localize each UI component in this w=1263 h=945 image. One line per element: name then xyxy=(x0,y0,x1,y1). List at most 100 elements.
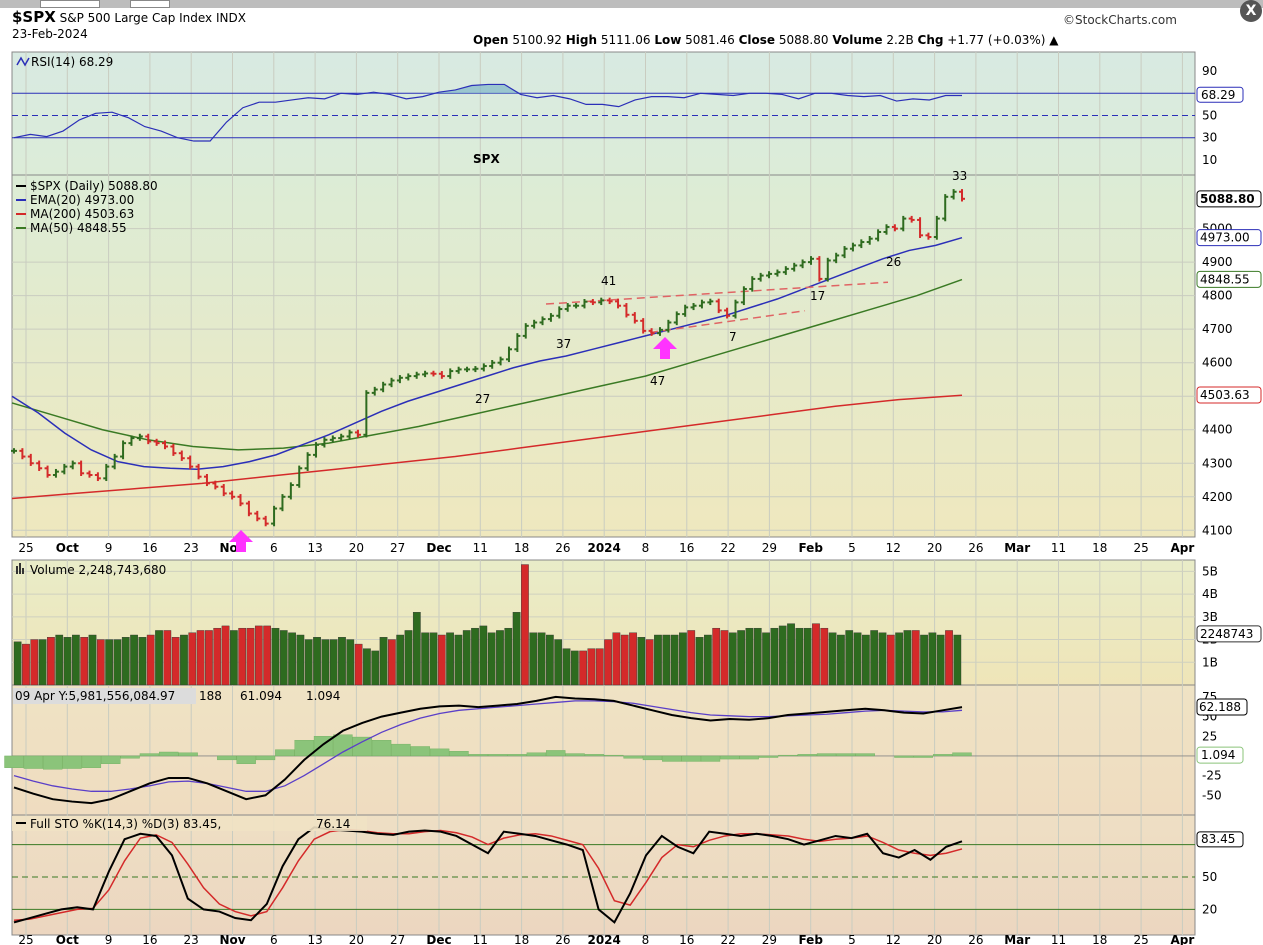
macd-histogram-bar xyxy=(604,754,624,757)
up-arrow-icon xyxy=(229,530,253,552)
macd-histogram-bar xyxy=(371,740,392,757)
exchange: INDX xyxy=(216,11,246,25)
price-bar xyxy=(623,303,630,318)
x-tick-label: 20 xyxy=(927,933,942,945)
macd-histogram-bar xyxy=(836,753,856,757)
price-tag: 4503.63 xyxy=(1200,388,1250,402)
x-tick-label: 16 xyxy=(679,933,694,945)
price-bar xyxy=(329,435,336,443)
volume-bar xyxy=(554,639,563,686)
x-tick-label: 27 xyxy=(390,933,405,945)
price-y-tick: 4800 xyxy=(1202,289,1233,303)
sto-k-tag: 83.45 xyxy=(1201,832,1235,846)
volume-bar xyxy=(512,612,521,686)
price-bar xyxy=(656,327,663,336)
volume-bar xyxy=(878,632,887,686)
price-bar xyxy=(455,366,462,374)
price-bar xyxy=(740,286,747,306)
volume-bar xyxy=(687,630,696,686)
volume-bar xyxy=(80,637,89,686)
volume-bar xyxy=(728,632,737,686)
x-tick-label: 6 xyxy=(270,541,278,555)
volume-bar xyxy=(304,639,313,686)
volume-bar xyxy=(196,630,205,686)
volume-bar xyxy=(47,637,55,686)
price-bar xyxy=(27,453,34,466)
volume-bar xyxy=(637,637,646,686)
macd-histogram-bar xyxy=(700,755,721,762)
price-bar xyxy=(36,460,43,471)
x-tick-label: 25 xyxy=(1133,541,1148,555)
x-tick-label: 5 xyxy=(848,933,856,945)
x-tick-label: 9 xyxy=(105,933,113,945)
volume-bar xyxy=(770,627,779,686)
macd-histogram-bar xyxy=(526,752,547,757)
x-tick-label: 12 xyxy=(886,933,901,945)
volume-bar xyxy=(704,634,712,686)
price-bar xyxy=(891,224,898,232)
price-bar xyxy=(380,381,387,393)
x-tick-label: 9 xyxy=(105,541,113,555)
price-bar xyxy=(170,443,177,456)
price-bar xyxy=(564,303,571,312)
price-tag: 4973.00 xyxy=(1200,231,1250,245)
chg-value: +1.77 (+0.03%) xyxy=(947,33,1046,47)
price-bar xyxy=(648,328,655,336)
macd-histogram-bar xyxy=(913,755,933,758)
price-bar xyxy=(44,465,51,478)
volume-bar xyxy=(138,637,147,686)
price-annotation: 41 xyxy=(601,274,616,288)
volume-bar xyxy=(862,634,870,686)
macd-histogram-bar xyxy=(739,755,759,760)
price-annotation: 27 xyxy=(475,392,490,406)
volume-bar xyxy=(454,634,463,686)
price-bar xyxy=(791,262,798,272)
high-value: 5111.06 xyxy=(600,33,651,47)
price-bar xyxy=(354,429,361,438)
macd-tag-box xyxy=(1196,698,1248,716)
macd-histogram-bar xyxy=(797,754,817,757)
price-tag-box xyxy=(1196,190,1262,208)
tab[interactable] xyxy=(130,0,170,8)
price-bar xyxy=(430,370,437,377)
price-bar xyxy=(858,239,865,249)
x-tick-label: 26 xyxy=(555,541,570,555)
price-bar xyxy=(665,319,672,333)
x-tick-label: 18 xyxy=(514,541,529,555)
volume-bar xyxy=(22,643,30,686)
macd-histogram-bar xyxy=(178,752,198,757)
x-tick-label: Oct xyxy=(56,933,79,945)
macd-histogram-bar xyxy=(855,753,875,757)
sto-k-tag-box xyxy=(1196,831,1244,848)
price-bar xyxy=(690,303,697,311)
price-bar xyxy=(908,215,915,223)
volume-legend: Volume 2,248,743,680 xyxy=(30,563,166,577)
volume-bar xyxy=(620,634,629,686)
volume-bar xyxy=(737,630,745,686)
macd-legend-hist: 1.094 xyxy=(306,689,340,703)
x-tick-label: 18 xyxy=(1092,541,1107,555)
x-tick-label: 11 xyxy=(1051,541,1066,555)
sto-y-tick: 50 xyxy=(1202,870,1217,884)
volume-bar xyxy=(895,632,903,686)
price-bar xyxy=(531,319,538,329)
close-icon[interactable]: X xyxy=(1240,0,1262,22)
volume-bar xyxy=(279,630,288,686)
volume-bar xyxy=(712,627,721,686)
x-tick-label: 13 xyxy=(307,541,322,555)
price-bar xyxy=(875,229,882,242)
volume-label: Volume xyxy=(832,33,883,47)
volume-bar xyxy=(213,627,222,686)
rsi-y-tick: 30 xyxy=(1202,131,1217,145)
volume-bar xyxy=(96,639,105,686)
price-bar xyxy=(732,299,739,319)
volume-bar xyxy=(437,634,446,686)
up-triangle-icon: ▲ xyxy=(1049,33,1059,47)
price-bar xyxy=(61,463,68,475)
price-bar xyxy=(94,472,101,482)
volume-bar xyxy=(945,630,953,686)
volume-bar xyxy=(629,632,637,686)
tab[interactable] xyxy=(40,0,100,8)
rsi-line xyxy=(13,83,962,142)
volume-bar xyxy=(471,627,479,686)
